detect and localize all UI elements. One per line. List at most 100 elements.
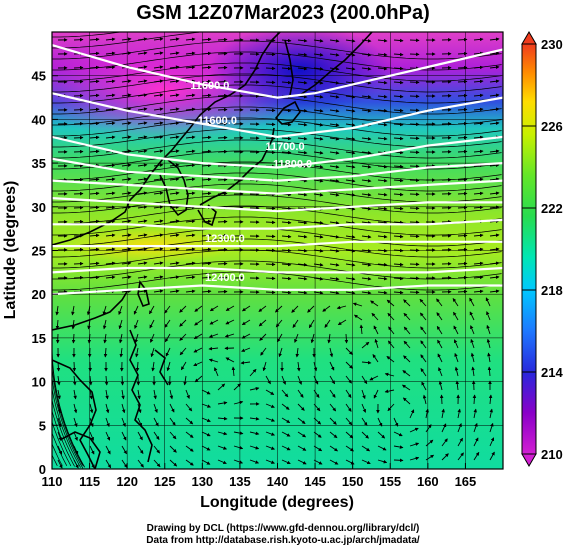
wind-arrow	[345, 67, 356, 71]
wind-arrow	[393, 122, 404, 127]
streamline	[52, 432, 68, 466]
wind-arrow	[377, 431, 386, 439]
wind-arrow	[89, 177, 100, 182]
y-tick-label: 35	[32, 156, 46, 171]
colorbar-tick-label: 222	[541, 201, 563, 216]
wind-arrow	[295, 347, 300, 358]
wind-arrow	[153, 275, 164, 279]
wind-arrow	[153, 247, 164, 251]
wind-arrow	[201, 247, 212, 252]
wind-arrow	[361, 417, 368, 426]
wind-arrow	[345, 347, 353, 355]
wind-arrow	[453, 339, 459, 349]
wind-arrow	[329, 137, 340, 141]
wind-arrow	[345, 389, 352, 399]
wind-arrow	[457, 408, 461, 419]
wind-arrow	[57, 389, 61, 400]
wind-arrow	[56, 361, 61, 372]
wind-arrow	[217, 383, 226, 391]
streamline	[52, 84, 502, 104]
contour-line	[52, 92, 503, 139]
wind-arrow	[393, 276, 404, 281]
wind-arrow	[150, 347, 155, 358]
wind-arrow	[473, 107, 484, 112]
wind-arrow	[153, 233, 164, 237]
wind-arrow	[420, 326, 427, 335]
wind-arrow	[473, 135, 484, 140]
wind-arrow	[137, 191, 148, 195]
wind-arrow	[201, 191, 212, 196]
wind-arrow	[89, 459, 95, 469]
coastline-philippines	[129, 329, 169, 463]
wind-arrow	[137, 431, 143, 441]
wind-arrow	[329, 389, 336, 398]
wind-arrow	[387, 403, 395, 412]
wind-arrow	[105, 261, 116, 266]
wind-arrow	[249, 431, 260, 436]
x-axis-ticks: 110 115 120 125 130 135 140 145 150 155 160 165	[42, 463, 476, 489]
wind-arrow	[201, 261, 212, 266]
wind-arrow	[489, 451, 495, 461]
wind-arrow	[73, 459, 79, 469]
wind-arrow	[297, 220, 308, 225]
wind-arrow	[457, 177, 468, 182]
wind-arrow	[473, 79, 484, 84]
wind-arrow	[89, 205, 100, 210]
wind-arrow	[137, 261, 148, 265]
wind-arrow	[377, 248, 388, 253]
wind-arrow	[153, 261, 164, 265]
wind-arrow	[377, 220, 388, 225]
streamline	[52, 216, 502, 236]
wind-arrow	[327, 333, 331, 344]
wind-arrow	[329, 179, 340, 183]
streamline	[52, 150, 502, 170]
page-title: GSM 12Z07Mar2023 (200.0hPa)	[136, 2, 430, 24]
wind-arrow	[169, 219, 180, 223]
wind-arrow	[265, 445, 275, 450]
wind-arrow	[121, 121, 132, 125]
wind-arrow	[313, 81, 324, 85]
wind-arrow	[153, 121, 164, 125]
wind-arrow	[89, 247, 100, 252]
wind-arrow	[137, 79, 148, 83]
wind-arrow	[489, 191, 500, 196]
wind-arrow	[217, 93, 228, 98]
wind-arrow	[89, 445, 95, 455]
wind-arrow	[281, 108, 292, 113]
map-plot-area: 11600.0 11600.0 11700.0 11800.0 12300.0 12400…	[52, 32, 503, 469]
wind-arrow	[121, 261, 132, 265]
coastline-borneo	[59, 431, 101, 469]
wind-arrow	[486, 311, 491, 321]
wind-arrow	[307, 305, 315, 313]
wind-arrow	[422, 394, 427, 405]
wind-arrow	[241, 333, 251, 339]
wind-arrow	[291, 305, 299, 313]
wind-arrow	[489, 261, 500, 266]
wind-arrow	[265, 375, 271, 385]
x-tick-label: 160	[417, 474, 439, 489]
wind-arrow	[119, 347, 124, 358]
wind-arrow	[265, 150, 276, 155]
wind-arrow	[329, 95, 340, 99]
wind-arrow	[169, 135, 180, 139]
wind-arrow	[473, 149, 484, 154]
wind-arrow	[137, 219, 148, 223]
wind-arrow	[473, 191, 484, 196]
wind-arrow	[345, 361, 353, 369]
streamline	[52, 366, 84, 466]
x-tick-label: 130	[191, 474, 213, 489]
wind-arrow	[185, 149, 196, 154]
wind-arrow	[169, 79, 180, 83]
wind-arrow	[361, 53, 372, 57]
wind-arrow	[457, 437, 463, 447]
wind-arrow	[329, 431, 338, 439]
wind-arrow	[249, 459, 260, 464]
wind-arrow	[393, 431, 403, 437]
wind-arrow	[377, 122, 388, 127]
wind-arrow	[169, 275, 180, 279]
wind-arrow	[217, 65, 228, 70]
x-tick-label: 115	[79, 474, 100, 489]
streamline	[52, 238, 502, 258]
wind-arrow	[345, 375, 352, 384]
wind-arrow	[73, 417, 78, 428]
